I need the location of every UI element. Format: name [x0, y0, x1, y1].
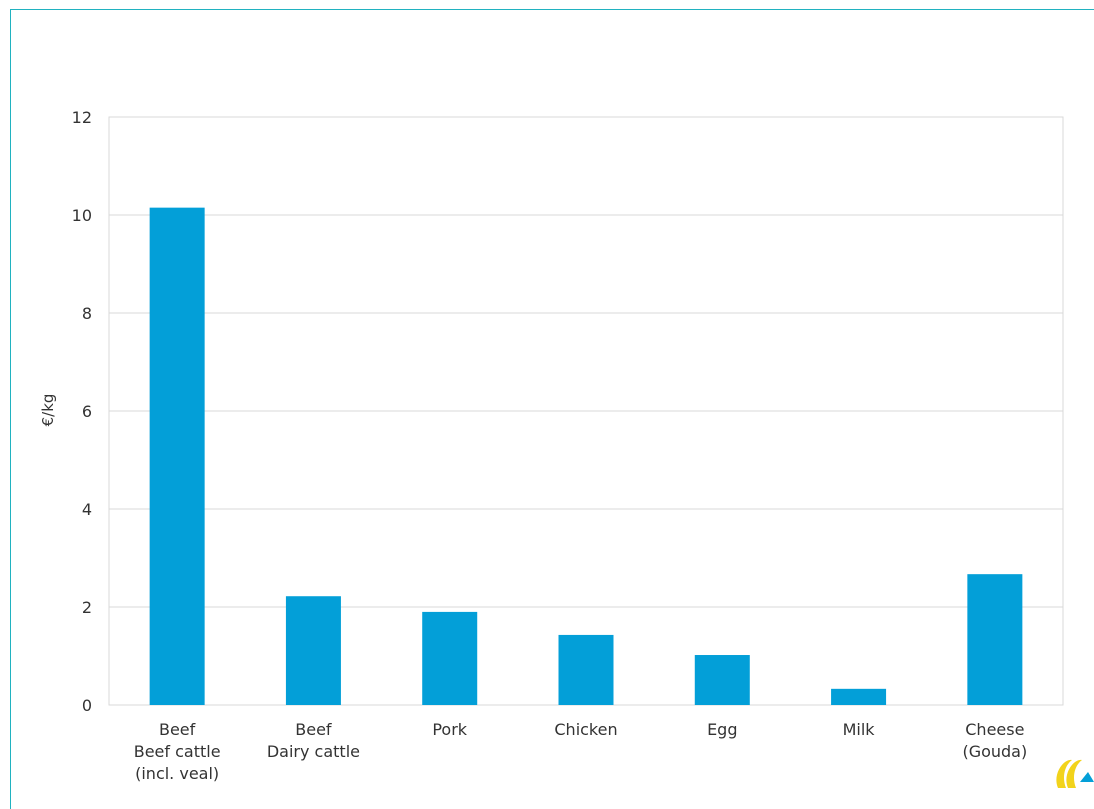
x-category-label-line: Milk	[843, 720, 876, 739]
x-category-label: Egg	[707, 720, 737, 739]
x-category-label-line: Beef	[295, 720, 332, 739]
bar[interactable]	[422, 611, 478, 705]
x-category-label-line: Beef cattle	[134, 742, 221, 761]
x-category-label: Pork	[432, 720, 467, 739]
x-category-label: Cheese (Gouda)	[962, 720, 1027, 761]
bar[interactable]	[558, 634, 614, 705]
y-axis-title: €/kg	[39, 394, 57, 427]
x-category-label-line: Beef	[159, 720, 196, 739]
x-category-label: Beef Dairy cattle	[267, 720, 360, 761]
chart-frame	[10, 9, 1094, 809]
x-category-label-line: Egg	[707, 720, 737, 739]
y-tick-label: 0	[82, 696, 92, 715]
bar[interactable]	[285, 596, 341, 705]
bar[interactable]	[831, 688, 887, 705]
x-category-label-line: Cheese	[965, 720, 1024, 739]
x-category-label-line: Pork	[432, 720, 467, 739]
logo-blue-triangle	[1080, 772, 1094, 782]
x-category-label-line: (incl. veal)	[135, 764, 219, 783]
y-tick-label: 2	[82, 598, 92, 617]
logo-yellow-swirl-2	[1066, 759, 1082, 788]
x-category-label-line: Chicken	[554, 720, 617, 739]
y-tick-label: 10	[72, 206, 92, 225]
logo-icon	[1056, 759, 1094, 788]
logo-yellow-swirl	[1056, 759, 1072, 788]
x-category-label: Chicken	[554, 720, 617, 739]
x-category-label: Beef Beef cattle (incl. veal)	[134, 720, 221, 783]
bar[interactable]	[694, 655, 750, 705]
x-category-label-line: Dairy cattle	[267, 742, 360, 761]
bar[interactable]	[967, 574, 1023, 705]
y-tick-label: 6	[82, 402, 92, 421]
x-category-label: Milk	[843, 720, 876, 739]
y-tick-label: 8	[82, 304, 92, 323]
y-tick-label: 4	[82, 500, 92, 519]
bar[interactable]	[149, 207, 205, 705]
x-category-label-line: (Gouda)	[962, 742, 1027, 761]
y-tick-label: 12	[72, 108, 92, 127]
